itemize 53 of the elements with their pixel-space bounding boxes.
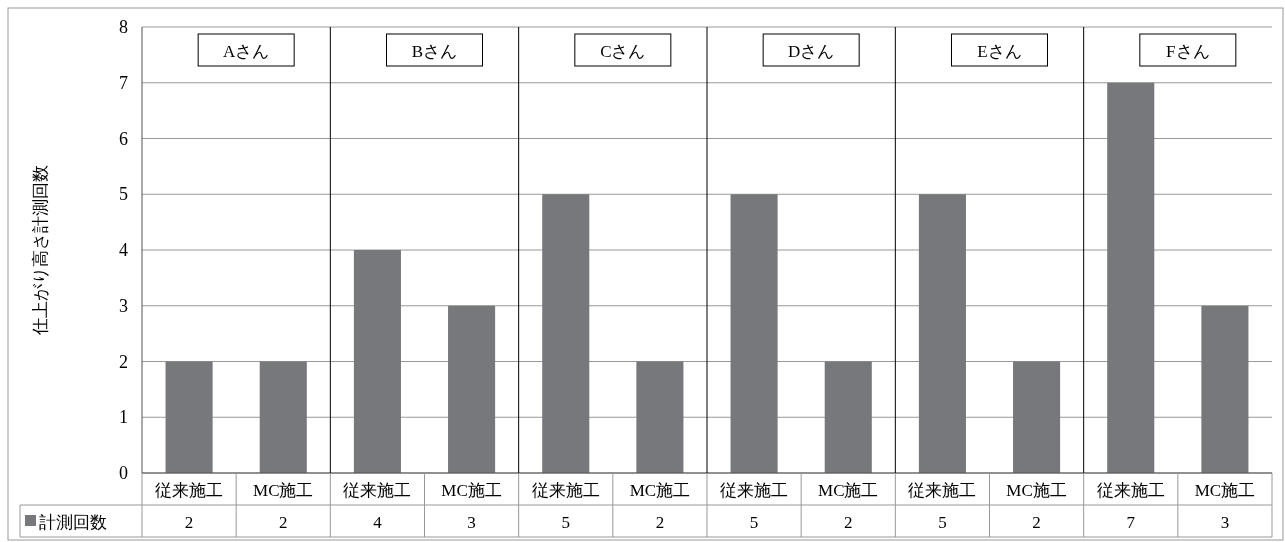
bar — [1107, 82, 1155, 473]
bar — [636, 361, 684, 473]
x-tick-label: 従来施工 — [531, 481, 600, 500]
data-label: 5 — [561, 513, 570, 532]
bar — [353, 250, 401, 473]
data-label: 5 — [749, 513, 759, 532]
y-tick-label: 2 — [119, 351, 128, 372]
bar — [824, 361, 872, 473]
x-tick-label: 従来施工 — [155, 481, 224, 500]
data-label: 5 — [938, 513, 947, 532]
annotation: Dさん — [788, 42, 835, 61]
annotation: Eさん — [977, 42, 1022, 61]
data-label: 2 — [184, 513, 194, 532]
bar — [1013, 361, 1061, 473]
annotation: Cさん — [600, 42, 646, 61]
data-label: 2 — [655, 513, 665, 532]
annotation: Fさん — [1166, 42, 1210, 61]
data-label: 3 — [467, 513, 476, 532]
y-axis-title: 仕上がり高さ計測回数 — [31, 165, 50, 336]
x-tick-label: MC施工 — [441, 481, 502, 500]
annotation: Bさん — [411, 42, 458, 61]
y-tick-label: 4 — [119, 240, 128, 260]
bar — [730, 194, 778, 473]
x-tick-label: MC施工 — [1006, 481, 1067, 500]
y-tick-label: 1 — [119, 407, 128, 428]
x-tick-label: MC施工 — [1194, 481, 1256, 500]
y-tick-label: 7 — [119, 72, 128, 93]
data-label: 2 — [279, 513, 288, 532]
x-tick-label: 従来施工 — [720, 481, 789, 500]
x-tick-label: MC施工 — [629, 481, 691, 500]
bar — [1201, 305, 1249, 473]
data-label: 2 — [1032, 513, 1041, 532]
bar — [259, 361, 307, 473]
bar — [165, 361, 213, 473]
y-tick-label: 8 — [119, 17, 128, 37]
data-label: 4 — [373, 513, 383, 532]
x-tick-label: 従来施工 — [908, 481, 977, 500]
data-label: 2 — [844, 513, 853, 532]
bar — [448, 305, 496, 473]
x-tick-label: MC施工 — [818, 481, 879, 500]
x-tick-label: MC施工 — [253, 481, 314, 500]
x-tick-label: 従来施工 — [1096, 481, 1165, 500]
y-tick-label: 0 — [119, 463, 128, 483]
bar — [918, 194, 966, 473]
data-label: 7 — [1126, 513, 1136, 532]
annotation: Aさん — [223, 42, 270, 61]
data-label: 3 — [1220, 513, 1230, 532]
y-tick-label: 5 — [119, 184, 128, 205]
y-tick-label: 6 — [119, 128, 128, 149]
y-tick-label: 3 — [119, 295, 128, 316]
x-tick-label: 従来施工 — [343, 481, 412, 500]
legend-label: 計測回数 — [39, 513, 107, 532]
bar — [542, 194, 590, 473]
